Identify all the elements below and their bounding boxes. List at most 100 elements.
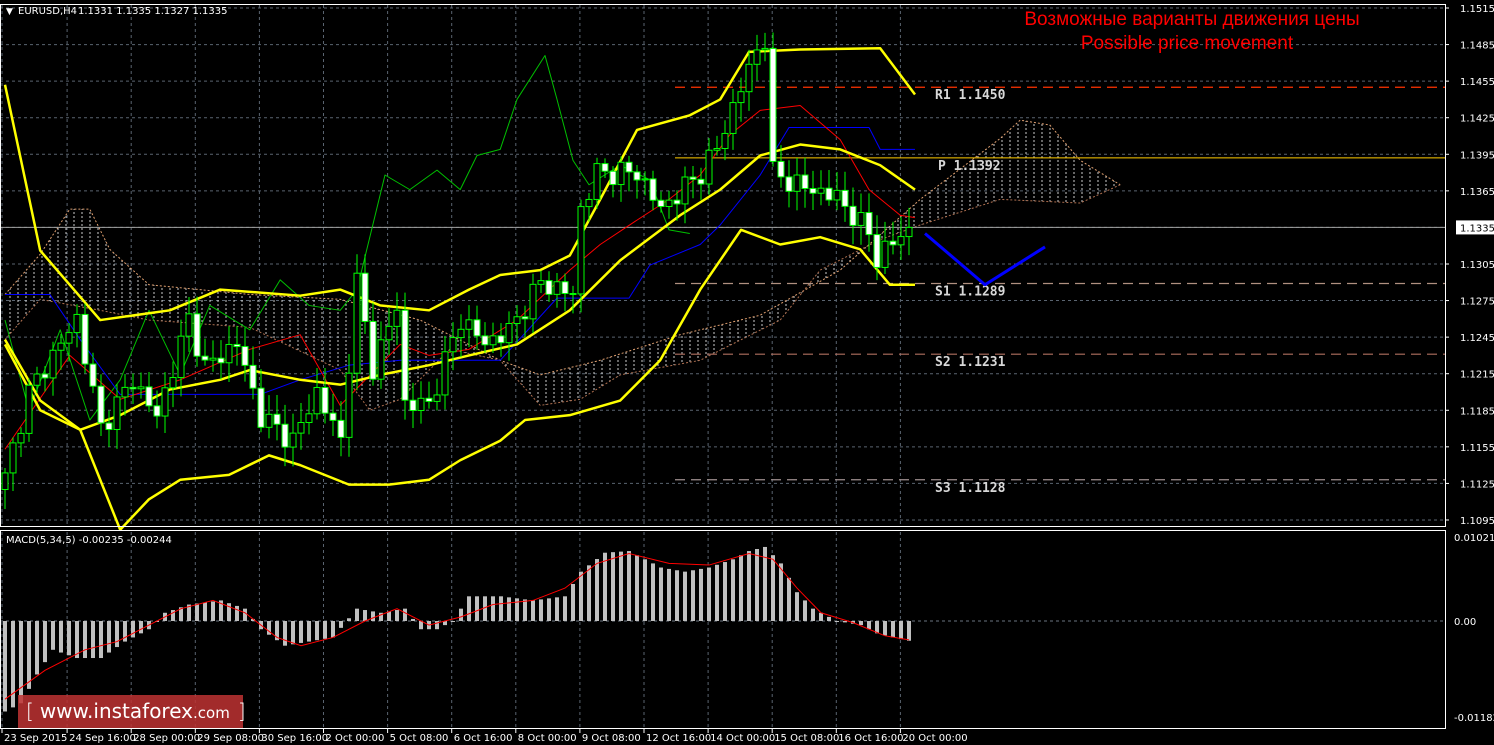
- candle-body: [569, 293, 577, 296]
- instaforex-watermark: [www.instaforex.com]: [18, 695, 246, 728]
- candle-body: [793, 174, 801, 192]
- macd-bar: [779, 563, 783, 621]
- annotation-russian: Возможные варианты движения цены: [1024, 9, 1359, 30]
- candle-body: [449, 337, 457, 353]
- candle-body: [41, 373, 49, 379]
- candle: [681, 166, 689, 224]
- candle: [225, 326, 233, 382]
- macd-bar: [579, 571, 583, 621]
- candle-body: [641, 178, 649, 181]
- macd-bar: [787, 577, 791, 621]
- candle: [433, 378, 441, 411]
- time-tick-label: 16 Oct 16:00: [838, 733, 903, 744]
- candle: [665, 190, 673, 219]
- macd-bar: [611, 552, 615, 621]
- candle: [529, 273, 537, 334]
- candle: [81, 303, 89, 374]
- candle-body: [609, 170, 617, 186]
- annotation-english: Possible price movement: [1081, 33, 1294, 54]
- candle: [553, 272, 561, 308]
- candle: [57, 334, 65, 370]
- macd-bar: [747, 551, 751, 621]
- ichimoku-span-b: [4, 184, 1121, 411]
- candle-body: [33, 373, 41, 386]
- candle-body: [233, 343, 241, 348]
- macd-label: MACD(5,34,5) -0.00235 -0.00244: [6, 535, 172, 546]
- candle: [249, 346, 257, 400]
- macd-bar: [619, 551, 623, 621]
- candle-body: [337, 419, 345, 438]
- candle-body: [865, 212, 873, 236]
- macd-bar: [691, 570, 695, 621]
- macd-bar: [291, 621, 295, 645]
- candle: [497, 323, 505, 357]
- candle: [833, 171, 841, 211]
- candle: [481, 322, 489, 353]
- candle: [641, 171, 649, 196]
- candle-body: [89, 363, 97, 387]
- macd-bar: [515, 598, 519, 621]
- pivot-label: S2 1.1231: [935, 355, 1006, 370]
- pivot-label: S1 1.1289: [935, 284, 1005, 299]
- candle: [33, 366, 41, 393]
- macd-bar: [107, 621, 111, 653]
- price-tick-label: 1.1245: [1460, 333, 1494, 344]
- macd-bar: [11, 621, 15, 708]
- macd-bar: [699, 568, 703, 621]
- candle-body: [481, 335, 489, 346]
- candle: [337, 401, 345, 457]
- macd-bar: [243, 608, 247, 621]
- candle: [129, 373, 137, 405]
- macd-bar: [395, 610, 399, 621]
- candle-body: [321, 386, 329, 414]
- macd-bar: [531, 600, 535, 621]
- watermark-tld: .com: [193, 704, 230, 722]
- macd-bar: [539, 599, 543, 621]
- macd-bar: [627, 551, 631, 621]
- candle-body: [313, 386, 321, 415]
- candle: [817, 170, 825, 206]
- candle-body: [809, 187, 817, 194]
- candle: [153, 390, 161, 429]
- candle: [633, 164, 641, 199]
- candle: [777, 145, 785, 188]
- macd-bar: [267, 621, 271, 635]
- candle-body: [289, 432, 297, 448]
- triangle-down-icon[interactable]: ▼: [6, 7, 13, 17]
- kijun-line: [5, 126, 915, 395]
- candle: [113, 384, 121, 449]
- candle: [201, 338, 209, 366]
- macd-bar: [667, 568, 671, 621]
- macd-bar: [251, 618, 255, 621]
- time-tick-label: 12 Oct 16:00: [646, 733, 711, 744]
- macd-bar: [819, 612, 823, 621]
- time-tick-label: 8 Oct 00:00: [518, 733, 577, 744]
- candle-body: [81, 313, 89, 365]
- candle-body: [745, 63, 753, 93]
- macd-bar: [115, 621, 119, 648]
- candle-body: [873, 234, 881, 268]
- candle: [465, 305, 473, 348]
- candle: [353, 254, 361, 391]
- candle-body: [97, 385, 105, 424]
- macd-bar: [235, 605, 239, 621]
- macd-bar: [459, 608, 463, 621]
- ichimoku-cloud: [4, 119, 1121, 411]
- candle-body: [697, 178, 705, 185]
- candle: [625, 155, 633, 192]
- candle: [329, 393, 337, 437]
- candle: [321, 368, 329, 424]
- candle: [537, 270, 545, 293]
- macd-bar: [563, 596, 567, 621]
- candle: [145, 372, 153, 413]
- candle: [361, 254, 369, 334]
- candle-body: [185, 313, 193, 337]
- candle: [65, 322, 73, 362]
- macd-bar: [595, 559, 599, 621]
- candle-body: [465, 319, 473, 330]
- candle: [785, 160, 793, 208]
- candle-body: [145, 386, 153, 407]
- macd-bar: [811, 608, 815, 621]
- candle-body: [505, 323, 513, 344]
